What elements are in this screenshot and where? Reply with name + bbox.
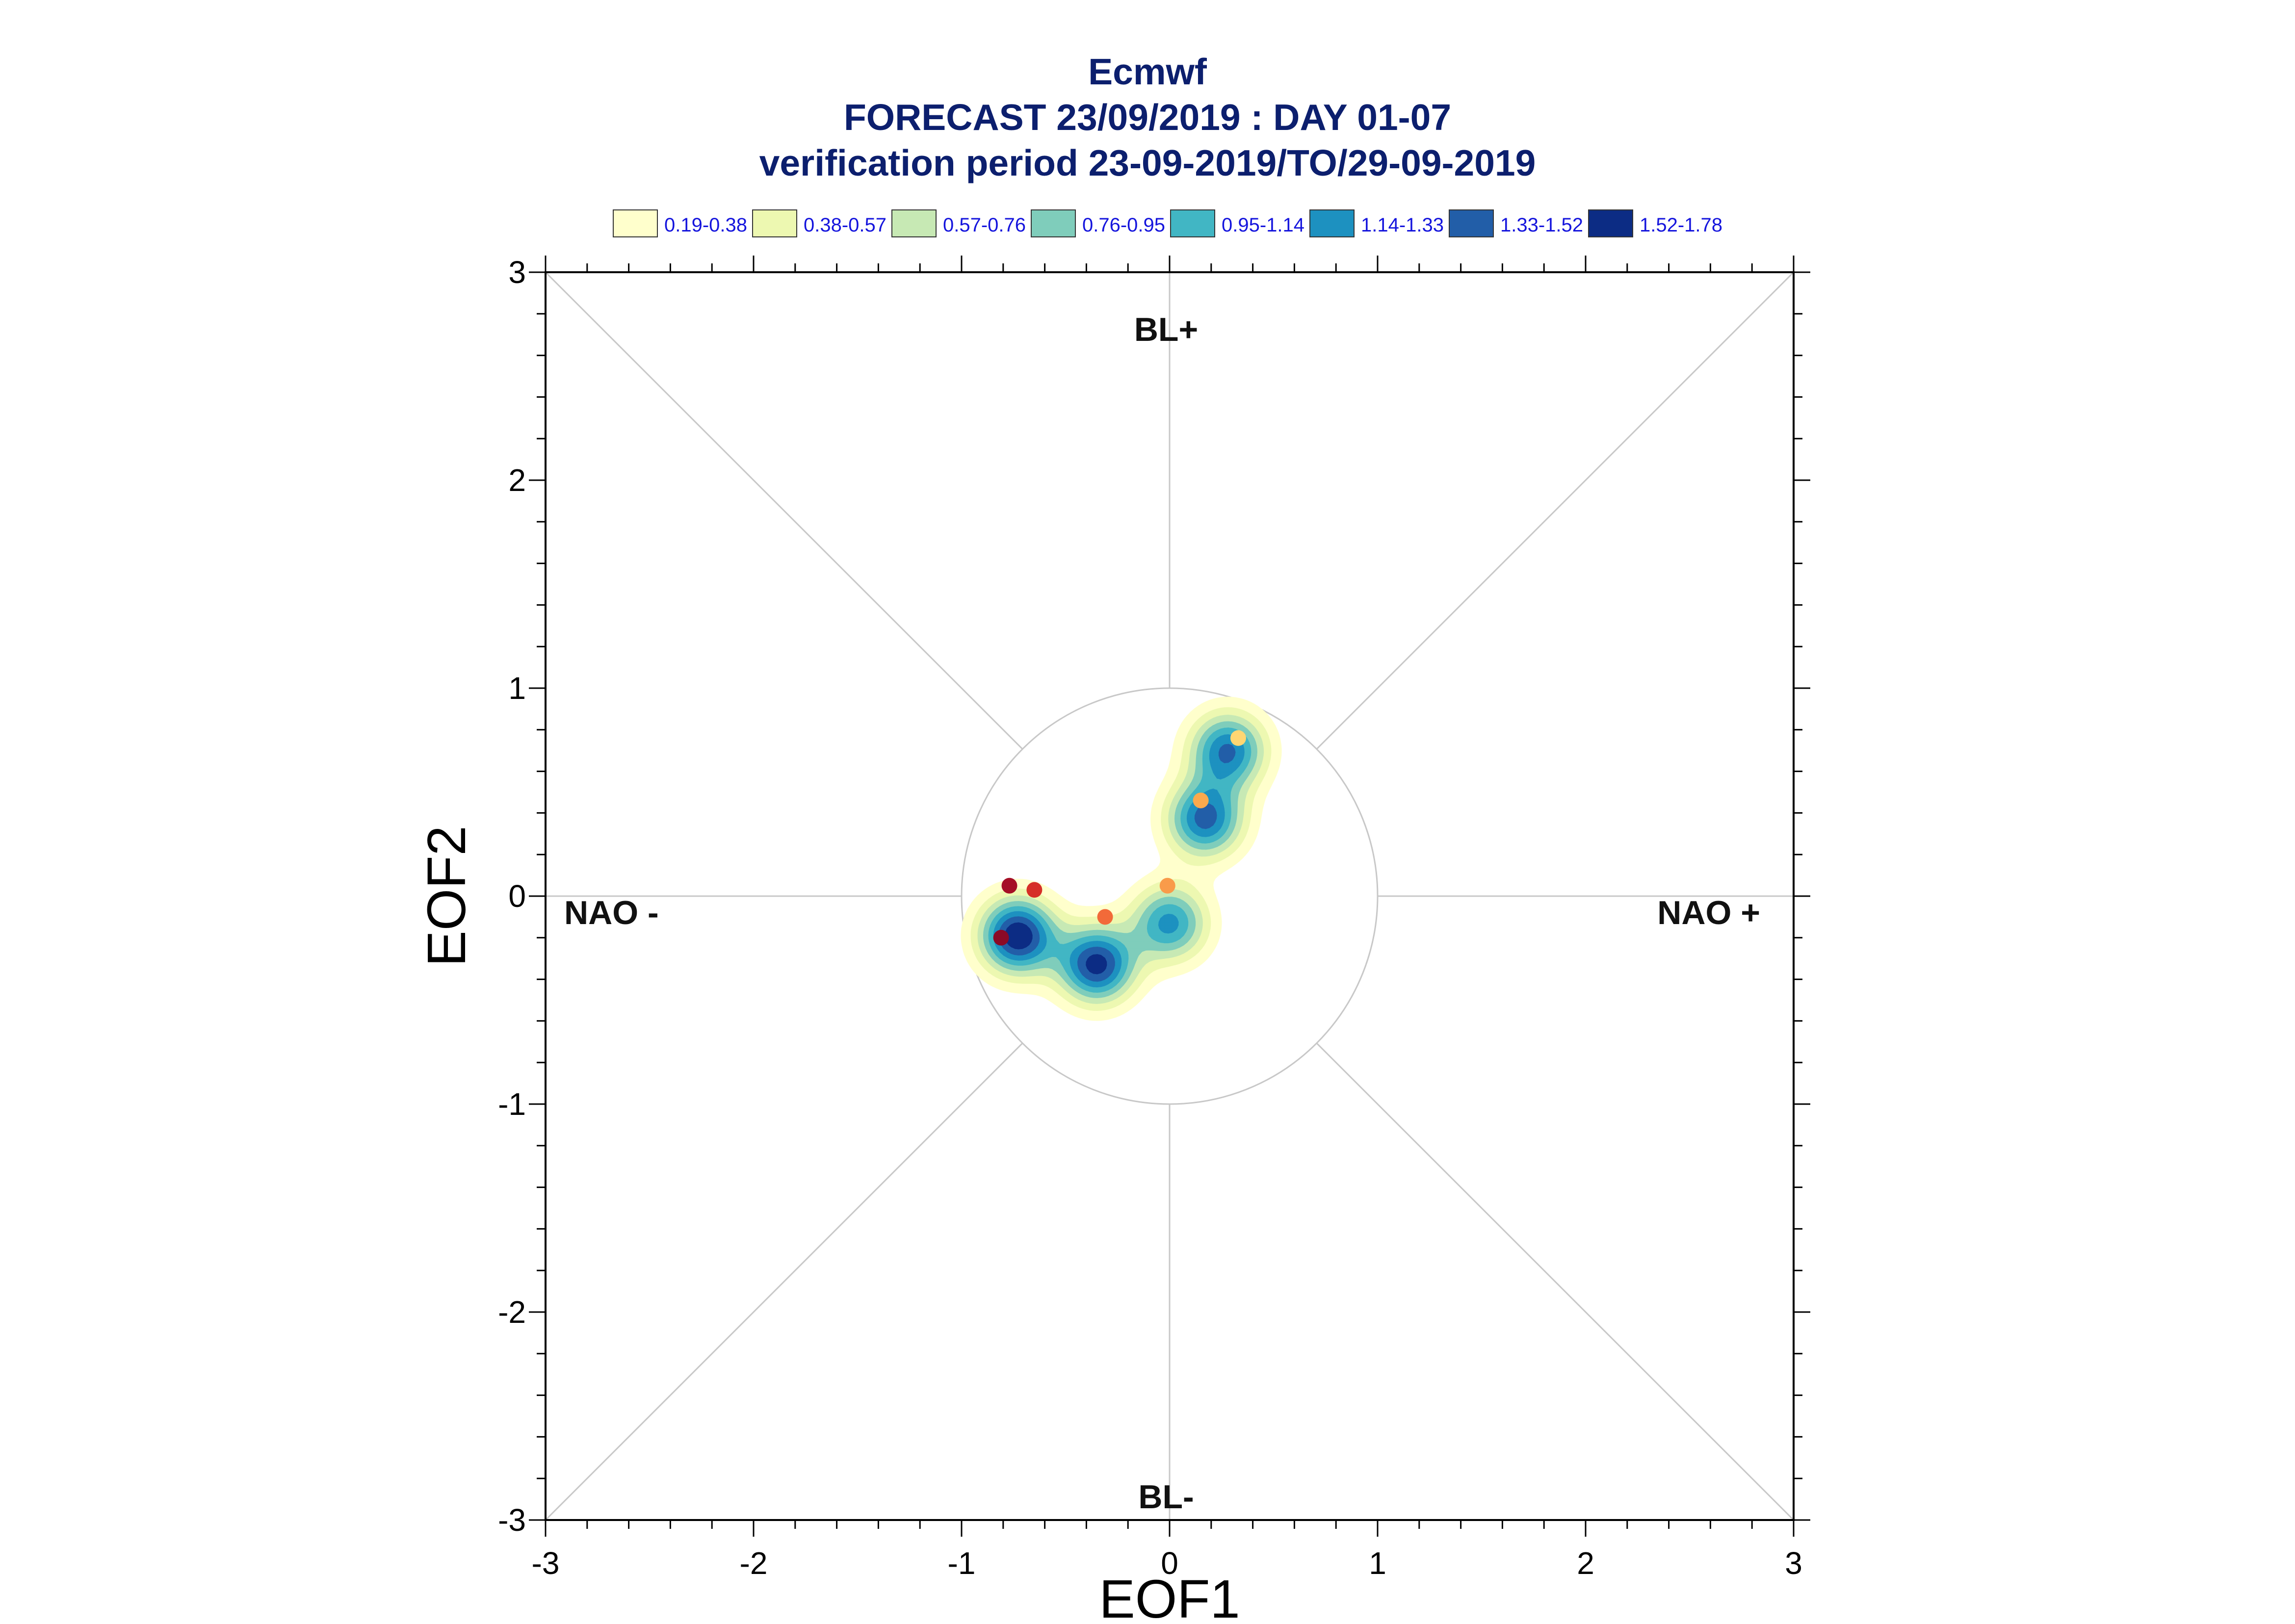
x-tick-label: 0 bbox=[1161, 1546, 1178, 1581]
data-point bbox=[1097, 909, 1113, 925]
y-tick-label: 1 bbox=[508, 670, 526, 706]
y-tick-label: 3 bbox=[508, 255, 526, 290]
x-tick-label: 3 bbox=[1785, 1546, 1802, 1581]
regime-label-nao-minus: NAO - bbox=[564, 894, 659, 931]
legend-label: 1.14-1.33 bbox=[1361, 214, 1444, 236]
y-tick-label: -2 bbox=[498, 1294, 526, 1330]
chart-titles: Ecmwf FORECAST 23/09/2019 : DAY 01-07 ve… bbox=[0, 49, 2295, 186]
data-point bbox=[1193, 792, 1209, 808]
chart-title: Ecmwf bbox=[1088, 51, 1207, 92]
y-tick-label: 0 bbox=[508, 878, 526, 914]
regime-label-bl-plus: BL+ bbox=[1134, 311, 1198, 348]
legend-swatch bbox=[1309, 209, 1355, 237]
y-tick-label: -1 bbox=[498, 1086, 526, 1122]
y-tick-label: 2 bbox=[508, 463, 526, 498]
legend-label: 0.95-1.14 bbox=[1222, 214, 1304, 236]
data-point bbox=[993, 929, 1009, 946]
data-point bbox=[1026, 882, 1043, 898]
chart-subtitle: FORECAST 23/09/2019 : DAY 01-07 bbox=[843, 97, 1452, 138]
data-point bbox=[1159, 877, 1175, 894]
legend-swatch bbox=[752, 209, 797, 237]
axis-ticks: -3 -2 -1 0 1 2 3 -3 -2 -1 0 1 2 3 bbox=[498, 255, 1810, 1581]
legend-swatch bbox=[1588, 209, 1633, 237]
regime-label-nao-plus: NAO + bbox=[1657, 894, 1760, 931]
legend-label: 0.76-0.95 bbox=[1082, 214, 1165, 236]
data-points bbox=[993, 730, 1246, 946]
chart-verification-period: verification period 23-09-2019/TO/29-09-… bbox=[759, 142, 1536, 183]
legend-swatch bbox=[1449, 209, 1494, 237]
x-axis-label: EOF1 bbox=[1099, 1569, 1240, 1624]
regime-label-bl-minus: BL- bbox=[1138, 1478, 1194, 1516]
regime-labels: BL+ BL- NAO - NAO + bbox=[564, 311, 1760, 1516]
legend-label: 1.33-1.52 bbox=[1500, 214, 1583, 236]
y-tick-label: -3 bbox=[498, 1502, 526, 1538]
legend-swatch bbox=[1031, 209, 1076, 237]
data-point bbox=[1230, 730, 1246, 746]
legend-swatch bbox=[891, 209, 937, 237]
legend-swatch bbox=[1170, 209, 1215, 237]
legend-label: 0.38-0.57 bbox=[804, 214, 887, 236]
data-point bbox=[1001, 877, 1017, 894]
y-axis-label: EOF2 bbox=[417, 825, 477, 966]
legend-swatch bbox=[613, 209, 658, 237]
x-tick-label: -2 bbox=[740, 1546, 768, 1581]
density-legend: 0.19-0.38 0.38-0.57 0.57-0.76 0.76-0.95 0.95… bbox=[613, 209, 1722, 237]
legend-label: 0.57-0.76 bbox=[943, 214, 1026, 236]
x-tick-label: 1 bbox=[1369, 1546, 1386, 1581]
x-tick-label: 2 bbox=[1577, 1546, 1594, 1581]
legend-label: 0.19-0.38 bbox=[664, 214, 747, 236]
legend-label: 1.52-1.78 bbox=[1640, 214, 1722, 236]
x-tick-label: -3 bbox=[532, 1546, 560, 1581]
x-tick-label: -1 bbox=[948, 1546, 976, 1581]
density-contours bbox=[961, 696, 1282, 1021]
